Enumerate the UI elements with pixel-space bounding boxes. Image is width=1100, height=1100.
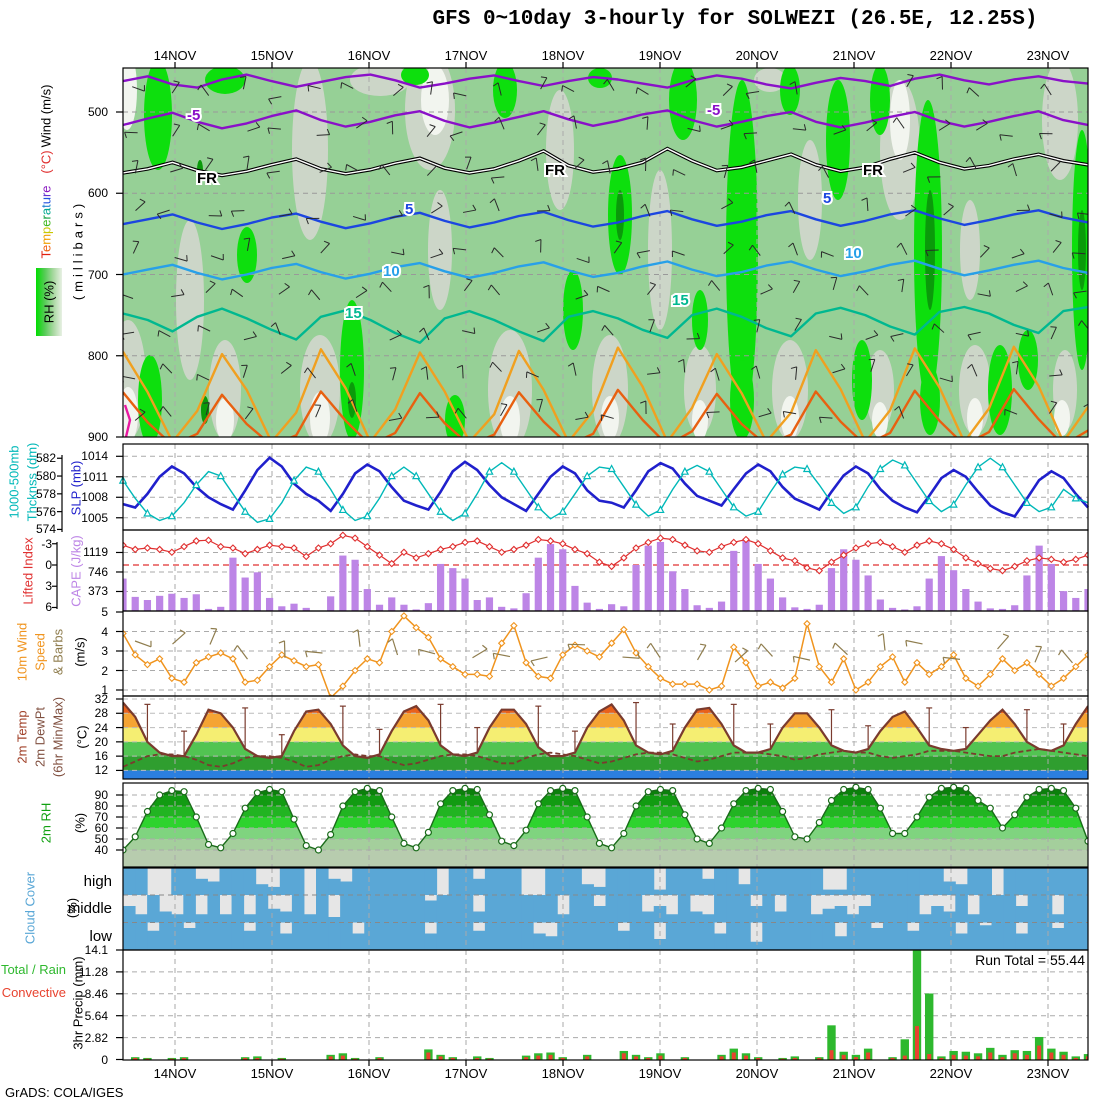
thickness-tick-label: 576 bbox=[35, 504, 56, 519]
lifted-index-tick-label: 6 bbox=[45, 600, 52, 615]
bottom-date-label: 23NOV bbox=[1026, 1066, 1070, 1081]
cape-tick-label: 746 bbox=[87, 564, 108, 579]
svg-text:10: 10 bbox=[383, 263, 400, 280]
precip-tick-label: 0 bbox=[101, 1052, 108, 1067]
svg-text:FR: FR bbox=[863, 162, 883, 179]
svg-text:10: 10 bbox=[845, 245, 862, 262]
rh-tick-label: 50 bbox=[94, 832, 108, 846]
run-total-annotation: Run Total = 55.44 bbox=[975, 952, 1085, 968]
thickness-tick-label: 580 bbox=[35, 469, 56, 484]
top-date-label: 23NOV bbox=[1026, 48, 1070, 63]
svg-text:FR: FR bbox=[197, 170, 217, 187]
bottom-date-label: 15NOV bbox=[250, 1066, 294, 1081]
precip-tick-label: 14.1 bbox=[84, 942, 108, 957]
cloud-row-label: middle bbox=[67, 900, 112, 917]
footer-credit: GrADS: COLA/IGES bbox=[5, 1085, 124, 1100]
bottom-date-label: 19NOV bbox=[638, 1066, 682, 1081]
cape-tick-label: 1119 bbox=[83, 545, 108, 560]
svg-text:FR: FR bbox=[545, 162, 565, 179]
temp-tick-label: 12 bbox=[94, 763, 108, 778]
bottom-date-label: 20NOV bbox=[735, 1066, 779, 1081]
rh-tick-label: 40 bbox=[94, 843, 108, 857]
lifted-index-tick-label: -3 bbox=[41, 536, 52, 551]
rh-tick-label: 60 bbox=[94, 821, 108, 835]
bottom-date-label: 18NOV bbox=[541, 1066, 585, 1081]
top-date-label: 19NOV bbox=[638, 48, 682, 63]
cloud-row-label: low bbox=[89, 928, 112, 945]
svg-text:5: 5 bbox=[823, 190, 831, 207]
thickness-tick-label: 582 bbox=[35, 451, 56, 466]
slp-tick-label: 1005 bbox=[81, 510, 108, 525]
temp-tick-label: 28 bbox=[94, 706, 108, 721]
rh-tick-label: 70 bbox=[94, 810, 108, 824]
svg-text:-5: -5 bbox=[187, 107, 200, 124]
pressure-tick-label: 800 bbox=[87, 348, 108, 363]
top-date-label: 14NOV bbox=[153, 48, 197, 63]
svg-text:15: 15 bbox=[672, 292, 689, 309]
thickness-tick-label: 574 bbox=[35, 522, 56, 537]
top-date-label: 18NOV bbox=[541, 48, 585, 63]
svg-text:5: 5 bbox=[405, 201, 413, 218]
bottom-date-label: 16NOV bbox=[347, 1066, 391, 1081]
top-date-label: 16NOV bbox=[347, 48, 391, 63]
page-title: GFS 0~10day 3-hourly for SOLWEZI (26.5E,… bbox=[432, 8, 1038, 31]
wind-tick-label: 4 bbox=[101, 624, 108, 639]
pressure-tick-label: 900 bbox=[87, 430, 108, 444]
wind-tick-label: 5 bbox=[101, 605, 108, 619]
pressure-tick-label: 500 bbox=[87, 105, 108, 119]
wind-tick-label: 2 bbox=[101, 663, 108, 678]
wind-tick-label: 1 bbox=[101, 683, 108, 697]
svg-text:15: 15 bbox=[345, 305, 362, 322]
slp-tick-label: 1011 bbox=[82, 469, 108, 484]
precip-tick-label: 11.28 bbox=[78, 964, 108, 979]
rh-tick-label: 80 bbox=[94, 799, 108, 813]
bottom-date-label: 17NOV bbox=[444, 1066, 488, 1081]
bottom-date-label: 22NOV bbox=[929, 1066, 973, 1081]
temp-tick-label: 16 bbox=[94, 749, 108, 764]
temp-tick-label: 20 bbox=[94, 734, 108, 749]
thickness-tick-label: 578 bbox=[35, 486, 56, 501]
top-date-label: 15NOV bbox=[250, 48, 294, 63]
svg-text:-5: -5 bbox=[707, 102, 720, 119]
cape-tick-label: 373 bbox=[87, 584, 108, 599]
top-date-label: 17NOV bbox=[444, 48, 488, 63]
precip-total-label: Total / Rain bbox=[0, 962, 66, 977]
slp-tick-label: 1008 bbox=[81, 490, 108, 505]
bottom-date-label: 21NOV bbox=[832, 1066, 876, 1081]
slp-tick-label: 1014 bbox=[81, 449, 108, 464]
temp-tick-label: 32 bbox=[94, 692, 108, 706]
bottom-date-label: 14NOV bbox=[153, 1066, 197, 1081]
pressure-tick-label: 700 bbox=[87, 267, 108, 282]
rh-shading-legend: RH (%) bbox=[36, 268, 62, 336]
top-date-label: 22NOV bbox=[929, 48, 973, 63]
top-date-label: 21NOV bbox=[832, 48, 876, 63]
temp-tick-label: 24 bbox=[94, 720, 108, 735]
rh-tick-label: 90 bbox=[94, 788, 108, 802]
precip-convective-label: Convective bbox=[1, 985, 66, 1000]
lifted-index-tick-label: 0 bbox=[45, 558, 52, 572]
top-date-label: 20NOV bbox=[735, 48, 779, 63]
cloud-row-label: high bbox=[83, 873, 112, 890]
lifted-index-tick-label: 3 bbox=[45, 579, 52, 594]
pressure-tick-label: 600 bbox=[87, 186, 108, 201]
wind-tick-label: 3 bbox=[101, 644, 108, 658]
precip-tick-label: 5.64 bbox=[84, 1008, 108, 1023]
precip-tick-label: 8.46 bbox=[84, 986, 108, 1001]
precip-tick-label: 2.82 bbox=[84, 1030, 108, 1045]
